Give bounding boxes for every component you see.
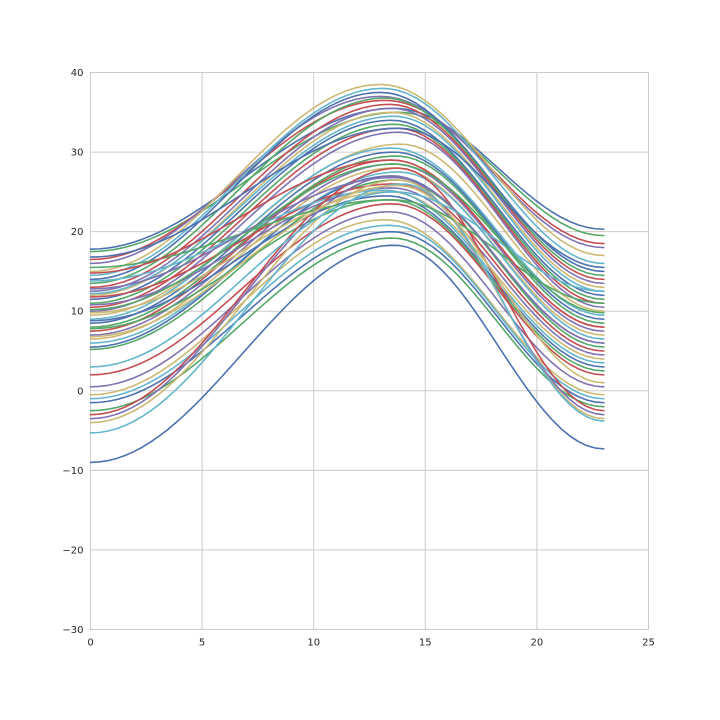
x-tick-label: 20 bbox=[531, 638, 544, 649]
y-tick-label: 30 bbox=[71, 148, 84, 159]
x-tick-label: 15 bbox=[419, 638, 432, 649]
series-line-43 bbox=[89, 244, 605, 464]
series-line-15 bbox=[89, 127, 605, 309]
series-line-36 bbox=[89, 224, 605, 400]
series-line-6 bbox=[89, 87, 605, 277]
series-line-13 bbox=[89, 119, 605, 301]
series-line-30 bbox=[89, 189, 605, 364]
y-tick-label: −10 bbox=[62, 466, 83, 477]
series-line-23 bbox=[89, 167, 605, 340]
series-line-50 bbox=[89, 163, 605, 314]
y-tick-label: 40 bbox=[71, 68, 84, 79]
x-tick-label: 25 bbox=[642, 638, 655, 649]
series-line-46 bbox=[89, 176, 605, 344]
series-line-4 bbox=[89, 95, 605, 265]
series-line-47 bbox=[89, 184, 605, 384]
y-tick-label: 20 bbox=[71, 227, 84, 238]
series-line-44 bbox=[89, 199, 605, 305]
series-line-34 bbox=[89, 210, 605, 388]
series-line-33 bbox=[89, 203, 605, 376]
series-line-49 bbox=[89, 127, 605, 269]
series-line-3 bbox=[89, 99, 605, 261]
x-axis-tick-labels: 0 5 10 15 20 25 bbox=[87, 638, 655, 649]
series-line-32 bbox=[89, 199, 605, 372]
y-tick-label: −30 bbox=[62, 625, 83, 636]
series-lines bbox=[89, 83, 605, 464]
series-line-14 bbox=[89, 123, 605, 305]
y-tick-label: 10 bbox=[71, 307, 84, 318]
y-axis-tick-labels: −30 −20 −10 0 10 20 30 40 bbox=[62, 68, 83, 636]
series-line-45 bbox=[89, 159, 605, 328]
x-tick-label: 5 bbox=[199, 638, 205, 649]
series-line-1 bbox=[89, 107, 605, 250]
plot-area bbox=[90, 72, 649, 630]
x-tick-label: 10 bbox=[307, 638, 320, 649]
series-line-10 bbox=[89, 107, 605, 293]
y-tick-label: 0 bbox=[77, 386, 83, 397]
series-line-35 bbox=[89, 218, 605, 396]
series-line-48 bbox=[89, 191, 605, 368]
x-tick-label: 0 bbox=[87, 638, 93, 649]
series-line-16 bbox=[89, 131, 605, 313]
series-line-12 bbox=[89, 115, 605, 295]
y-tick-label: −20 bbox=[62, 545, 83, 556]
series-line-29 bbox=[89, 191, 605, 360]
series-line-7 bbox=[89, 91, 605, 281]
